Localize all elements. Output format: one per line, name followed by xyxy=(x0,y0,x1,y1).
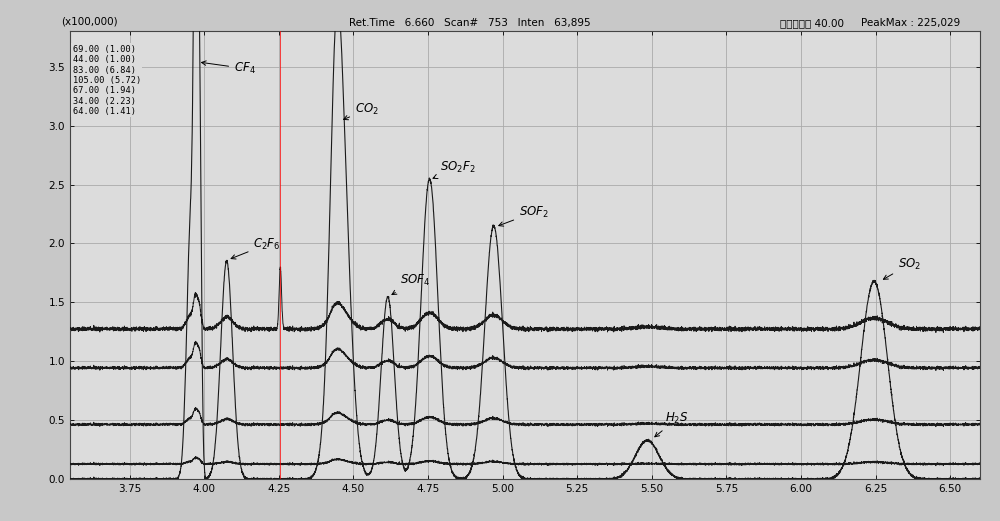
Text: CO$_2$: CO$_2$ xyxy=(344,102,379,120)
Text: (x100,000): (x100,000) xyxy=(61,17,118,27)
Text: SO$_2$F$_2$: SO$_2$F$_2$ xyxy=(433,160,476,179)
Text: 柱温箱温度 40.00: 柱温箱温度 40.00 xyxy=(780,18,844,28)
Text: SOF$_4$: SOF$_4$ xyxy=(392,273,430,294)
Text: PeakMax : 225,029: PeakMax : 225,029 xyxy=(861,18,960,28)
Text: H$_2$S: H$_2$S xyxy=(655,411,689,437)
Text: C$_2$F$_6$: C$_2$F$_6$ xyxy=(231,237,281,259)
Text: SOF$_2$: SOF$_2$ xyxy=(499,205,549,226)
Text: SO$_2$: SO$_2$ xyxy=(883,257,921,279)
Text: 69.00 (1.00)
44.00 (1.00)
83.00 (6.84)
105.00 (5.72)
67.00 (1.94)
34.00 (2.23)
6: 69.00 (1.00) 44.00 (1.00) 83.00 (6.84) 1… xyxy=(73,45,141,116)
Text: CF$_4$: CF$_4$ xyxy=(202,61,256,76)
Text: Ret.Time   6.660   Scan#   753   Inten   63,895: Ret.Time 6.660 Scan# 753 Inten 63,895 xyxy=(349,18,591,28)
